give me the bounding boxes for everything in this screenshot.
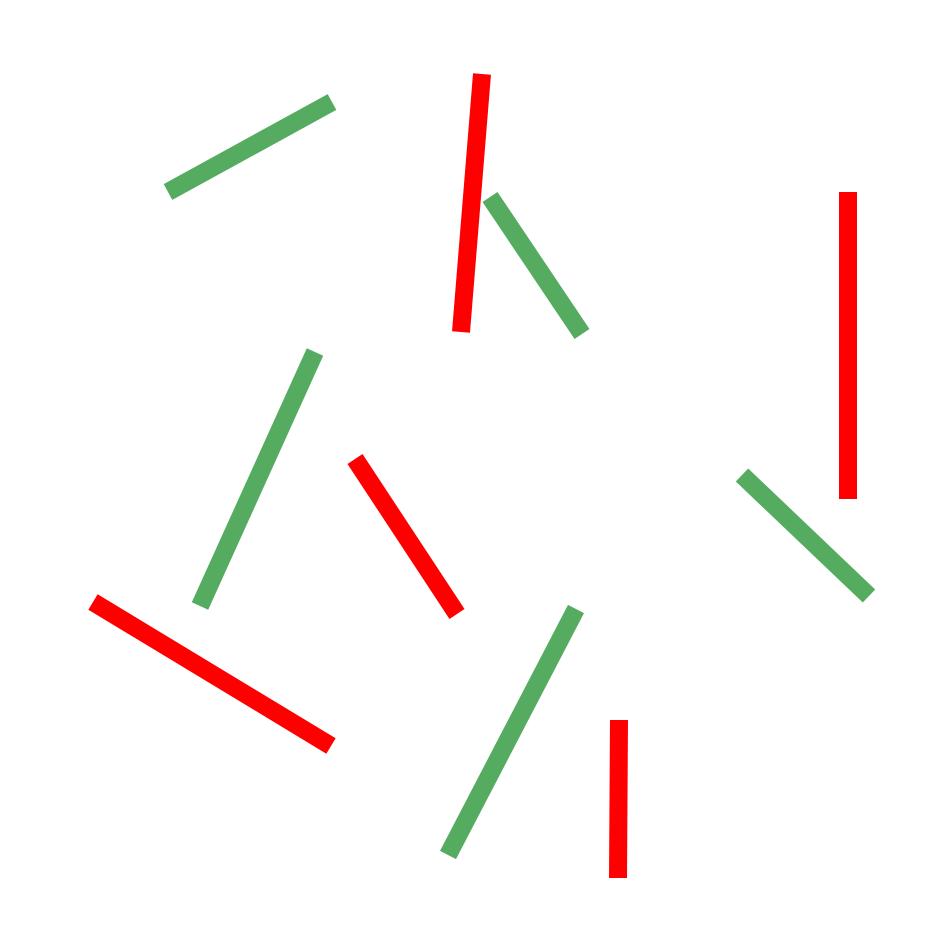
stick-green-2 xyxy=(482,191,590,340)
stick-green-3 xyxy=(191,348,324,610)
stick-green-1 xyxy=(163,94,337,200)
stick-red-1 xyxy=(452,73,491,333)
stick-red-5 xyxy=(609,719,628,879)
stick-red-3 xyxy=(347,454,465,619)
stick-red-4 xyxy=(88,594,336,754)
stick-green-4 xyxy=(735,468,876,603)
stick-green-5 xyxy=(440,604,584,860)
